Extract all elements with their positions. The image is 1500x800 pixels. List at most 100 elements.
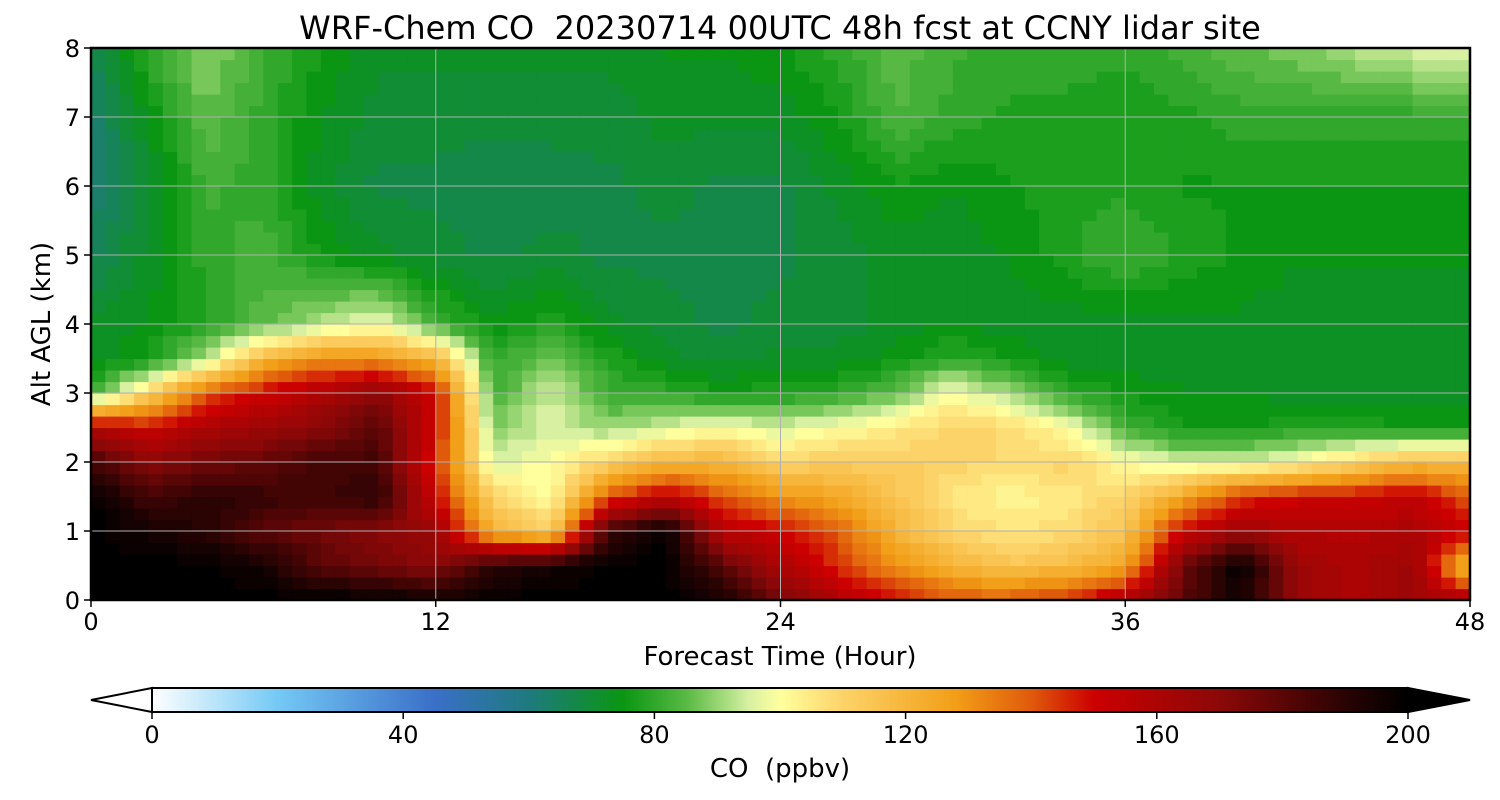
contour-cell [780, 59, 796, 72]
contour-cell [162, 117, 178, 130]
contour-cell [148, 301, 164, 314]
contour-cell [435, 577, 451, 590]
contour-cell [579, 220, 595, 233]
contour-cell [1067, 381, 1083, 394]
contour-cell [119, 508, 135, 521]
contour-cell [852, 266, 868, 279]
contour-cell [924, 519, 940, 532]
contour-cell [162, 577, 178, 590]
contour-cell [1355, 542, 1371, 555]
contour-cell [852, 278, 868, 291]
contour-cell [622, 381, 638, 394]
contour-cell [1039, 266, 1055, 279]
contour-cell [924, 393, 940, 406]
contour-cell [349, 358, 365, 371]
contour-cell [622, 565, 638, 578]
contour-cell [1182, 370, 1198, 383]
contour-cell [450, 496, 466, 509]
contour-cell [608, 335, 624, 348]
contour-cell [1024, 565, 1040, 578]
contour-cell [938, 301, 954, 314]
contour-cell [1268, 462, 1284, 475]
contour-cell [1010, 243, 1026, 256]
contour-cell [837, 370, 853, 383]
contour-cell [895, 197, 911, 210]
contour-cell [105, 71, 121, 84]
contour-cell [1010, 393, 1026, 406]
contour-cell [191, 289, 207, 302]
contour-cell [1254, 496, 1270, 509]
contour-cell [363, 209, 379, 222]
contour-cell [636, 335, 652, 348]
contour-cell [565, 335, 580, 348]
contour-cell [1240, 140, 1256, 153]
contour-cell [320, 508, 336, 521]
contour-cell [205, 232, 221, 245]
contour-cell [1455, 151, 1470, 164]
contour-cell [967, 358, 983, 371]
contour-cell [579, 508, 595, 521]
contour-cell [1455, 347, 1470, 360]
contour-cell [1283, 243, 1299, 256]
contour-cell [1053, 450, 1069, 463]
contour-cell [220, 347, 236, 360]
contour-cell [1254, 151, 1270, 164]
contour-cell [1283, 220, 1299, 233]
contour-cell [895, 416, 911, 429]
contour-cell [162, 508, 178, 521]
contour-cell [450, 71, 466, 84]
contour-cell [162, 347, 178, 360]
contour-cell [1139, 427, 1155, 440]
contour-cell [421, 163, 437, 176]
contour-cell [809, 278, 825, 291]
contour-cell [1383, 427, 1399, 440]
contour-cell [392, 542, 408, 555]
contour-cell [751, 508, 767, 521]
contour-cell [1383, 289, 1399, 302]
contour-cell [794, 370, 810, 383]
contour-cell [1383, 324, 1399, 337]
contour-cell [837, 393, 853, 406]
contour-cell [1125, 163, 1141, 176]
contour-cell [895, 186, 911, 199]
contour-cell [1398, 554, 1414, 567]
contour-cell [148, 255, 164, 268]
contour-cell [938, 163, 954, 176]
contour-cell [866, 381, 882, 394]
contour-cell [464, 473, 480, 486]
contour-cell [938, 48, 954, 61]
contour-cell [263, 324, 279, 337]
contour-cell [694, 163, 710, 176]
contour-cell [363, 128, 379, 141]
contour-cell [1024, 473, 1040, 486]
contour-cell [119, 301, 135, 314]
contour-cell [1024, 588, 1040, 600]
contour-cell [234, 82, 250, 95]
contour-cell [292, 278, 308, 291]
contour-cell [306, 243, 322, 256]
contour-cell [1398, 462, 1414, 475]
contour-cell [895, 358, 911, 371]
contour-cell [1369, 542, 1385, 555]
contour-cell [1125, 462, 1141, 475]
contour-cell [493, 105, 509, 118]
contour-cell [550, 427, 566, 440]
contour-cell [665, 381, 681, 394]
contour-cell [1240, 163, 1256, 176]
contour-cell [191, 427, 207, 440]
contour-cell [421, 427, 437, 440]
contour-cell [679, 312, 695, 325]
contour-cell [478, 519, 494, 532]
contour-cell [191, 163, 207, 176]
contour-cell [565, 519, 580, 532]
contour-cell [1139, 496, 1155, 509]
contour-cell [407, 358, 422, 371]
contour-cell [780, 577, 796, 590]
contour-cell [1383, 220, 1399, 233]
contour-cell [421, 301, 437, 314]
contour-cell [1211, 128, 1227, 141]
contour-cell [608, 450, 624, 463]
contour-cell [895, 232, 911, 245]
contour-cell [1197, 577, 1213, 590]
contour-cell [909, 59, 925, 72]
